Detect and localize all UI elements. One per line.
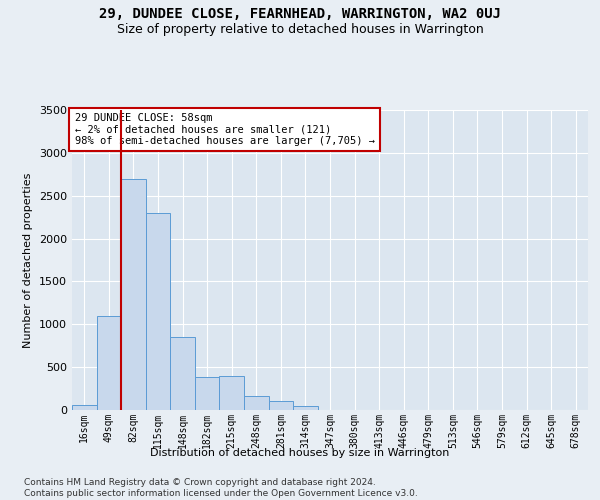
Bar xyxy=(72,405,97,410)
Text: 29 DUNDEE CLOSE: 58sqm
← 2% of detached houses are smaller (121)
98% of semi-det: 29 DUNDEE CLOSE: 58sqm ← 2% of detached … xyxy=(74,113,374,146)
Text: Contains HM Land Registry data © Crown copyright and database right 2024.
Contai: Contains HM Land Registry data © Crown c… xyxy=(24,478,418,498)
Text: Distribution of detached houses by size in Warrington: Distribution of detached houses by size … xyxy=(151,448,449,458)
Bar xyxy=(269,402,293,410)
Bar xyxy=(146,213,170,410)
Bar xyxy=(170,337,195,410)
Bar xyxy=(195,378,220,410)
Bar xyxy=(220,376,244,410)
Bar xyxy=(97,316,121,410)
Y-axis label: Number of detached properties: Number of detached properties xyxy=(23,172,34,348)
Bar xyxy=(244,396,269,410)
Text: Size of property relative to detached houses in Warrington: Size of property relative to detached ho… xyxy=(116,22,484,36)
Bar xyxy=(293,406,318,410)
Bar xyxy=(121,178,146,410)
Text: 29, DUNDEE CLOSE, FEARNHEAD, WARRINGTON, WA2 0UJ: 29, DUNDEE CLOSE, FEARNHEAD, WARRINGTON,… xyxy=(99,8,501,22)
